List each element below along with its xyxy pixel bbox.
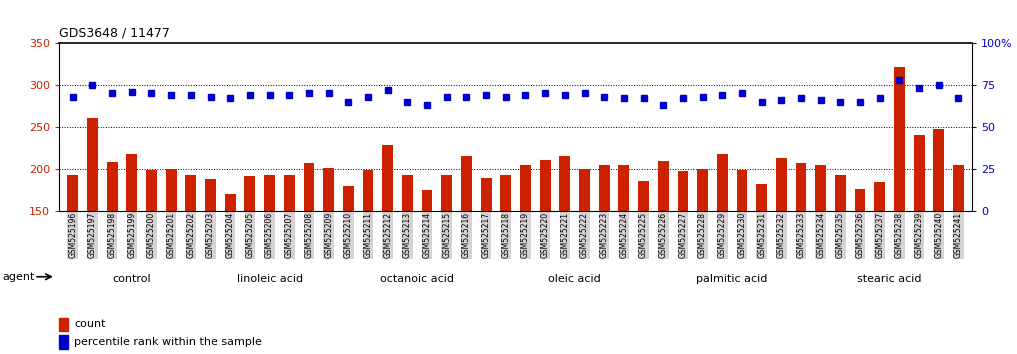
- Bar: [698, 169, 708, 336]
- Bar: [835, 175, 846, 336]
- Bar: [59, 318, 68, 331]
- Bar: [816, 165, 826, 336]
- Bar: [776, 158, 787, 336]
- Bar: [875, 182, 885, 336]
- Bar: [579, 169, 590, 336]
- Bar: [323, 168, 334, 336]
- Text: agent: agent: [3, 272, 36, 282]
- Bar: [953, 165, 964, 336]
- Bar: [303, 163, 314, 336]
- Bar: [343, 185, 354, 336]
- Bar: [854, 189, 865, 336]
- Bar: [422, 190, 432, 336]
- Bar: [126, 154, 137, 336]
- Text: octanoic acid: octanoic acid: [380, 274, 455, 284]
- Bar: [264, 176, 275, 336]
- Bar: [205, 179, 216, 336]
- Bar: [284, 175, 295, 336]
- Bar: [146, 170, 157, 336]
- Bar: [757, 184, 767, 336]
- Bar: [638, 181, 649, 336]
- Bar: [363, 170, 373, 336]
- Bar: [67, 175, 78, 336]
- Text: GDS3648 / 11477: GDS3648 / 11477: [59, 27, 170, 40]
- Text: count: count: [74, 319, 106, 329]
- Bar: [441, 175, 453, 336]
- Bar: [481, 178, 491, 336]
- Bar: [461, 156, 472, 336]
- Bar: [500, 176, 512, 336]
- Bar: [520, 165, 531, 336]
- Bar: [540, 160, 550, 336]
- Bar: [599, 165, 609, 336]
- Text: linoleic acid: linoleic acid: [237, 274, 303, 284]
- Bar: [618, 165, 630, 336]
- Text: oleic acid: oleic acid: [548, 274, 601, 284]
- Text: palmitic acid: palmitic acid: [697, 274, 768, 284]
- Bar: [795, 163, 806, 336]
- Bar: [402, 175, 413, 336]
- Bar: [913, 135, 924, 336]
- Bar: [736, 170, 747, 336]
- Bar: [894, 67, 905, 336]
- Bar: [225, 194, 236, 336]
- Bar: [87, 118, 98, 336]
- Bar: [677, 171, 689, 336]
- Bar: [185, 175, 196, 336]
- Bar: [107, 162, 118, 336]
- Bar: [658, 161, 668, 336]
- Bar: [717, 154, 728, 336]
- Bar: [244, 176, 255, 336]
- Bar: [934, 130, 944, 336]
- Bar: [166, 169, 177, 336]
- Bar: [382, 145, 394, 336]
- Bar: [559, 156, 571, 336]
- Bar: [59, 335, 68, 349]
- Text: percentile rank within the sample: percentile rank within the sample: [74, 337, 262, 347]
- Text: stearic acid: stearic acid: [857, 274, 921, 284]
- Text: control: control: [113, 274, 152, 284]
